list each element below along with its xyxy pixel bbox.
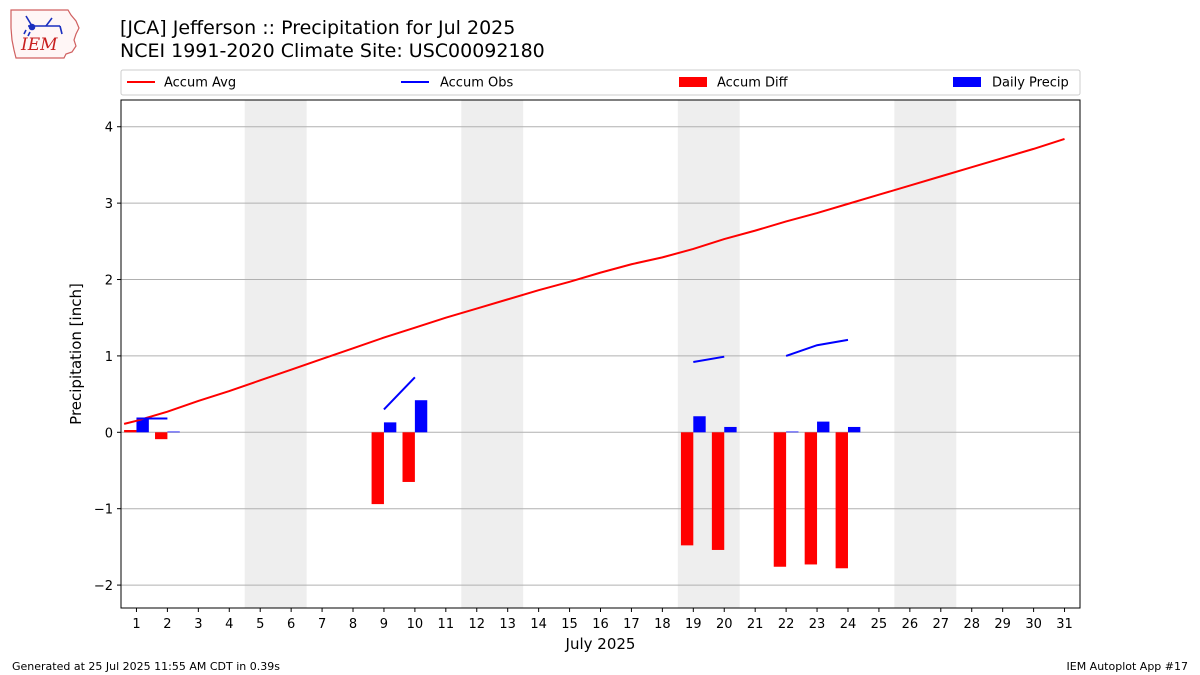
bar-accum-diff xyxy=(371,432,384,505)
x-tick-label: 28 xyxy=(963,617,980,632)
line-series xyxy=(123,138,1065,425)
x-tick-label: 18 xyxy=(654,617,671,632)
generated-timestamp: Generated at 25 Jul 2025 11:55 AM CDT in… xyxy=(12,660,280,673)
bar-accum-diff xyxy=(124,430,137,433)
bar-daily-precip xyxy=(693,416,706,433)
logo-text: IEM xyxy=(20,35,58,55)
legend-label-accum-obs: Accum Obs xyxy=(440,76,513,91)
y-tick-label: 4 xyxy=(105,121,113,136)
bar-daily-precip xyxy=(724,426,737,433)
x-tick-label: 30 xyxy=(1025,617,1042,632)
x-axis-label: July 2025 xyxy=(565,635,636,653)
bar-daily-precip xyxy=(136,418,149,433)
x-tick-label: 8 xyxy=(349,617,357,632)
legend-swatch-daily-precip xyxy=(953,77,981,87)
x-tick-label: 3 xyxy=(194,617,202,632)
x-tick-label: 7 xyxy=(318,617,326,632)
x-tick-label: 21 xyxy=(747,617,764,632)
y-gridlines xyxy=(121,126,1080,586)
x-tick-label: 24 xyxy=(840,617,857,632)
chart-subtitle: NCEI 1991-2020 Climate Site: USC00092180 xyxy=(120,40,545,62)
weekend-band xyxy=(244,100,307,608)
x-tick-label: 17 xyxy=(623,617,640,632)
x-tick-label: 15 xyxy=(561,617,578,632)
weather-station-icon xyxy=(23,15,63,37)
legend-frame xyxy=(120,69,1081,96)
x-tick-label: 16 xyxy=(592,617,609,632)
weekend-band xyxy=(461,100,524,608)
bar-accum-diff xyxy=(804,432,818,565)
y-tick-label: 3 xyxy=(105,197,113,212)
bar-accum-diff xyxy=(711,432,725,550)
legend-swatch-accum-diff xyxy=(679,77,707,87)
x-tick-label: 1 xyxy=(132,617,140,632)
bar-accum-diff xyxy=(155,432,168,440)
y-tick-label: −1 xyxy=(94,503,113,518)
legend-label-accum-diff: Accum Diff xyxy=(717,76,789,91)
x-tick-label: 20 xyxy=(716,617,733,632)
line-accum-obs xyxy=(785,338,849,357)
y-tick-label: 0 xyxy=(105,426,113,441)
x-tick-label: 26 xyxy=(902,617,919,632)
x-tick-label: 4 xyxy=(225,617,233,632)
x-tick-label: 9 xyxy=(380,617,388,632)
y-tick-label: 1 xyxy=(105,350,113,365)
bar-daily-precip xyxy=(383,422,397,433)
legend-label-daily-precip: Daily Precip xyxy=(992,76,1069,91)
y-axis-label: Precipitation [inch] xyxy=(67,283,85,425)
bar-daily-precip xyxy=(414,400,428,433)
iowa-state-outline xyxy=(10,9,80,59)
x-tick-label: 5 xyxy=(256,617,264,632)
bar-accum-diff xyxy=(773,432,787,567)
app-id: IEM Autoplot App #17 xyxy=(1066,660,1189,673)
x-tick-label: 31 xyxy=(1056,617,1073,632)
line-accum-obs xyxy=(383,376,416,411)
bar-daily-precip xyxy=(167,431,180,433)
chart-title: [JCA] Jefferson :: Precipitation for Jul… xyxy=(120,17,516,39)
x-tick-label: 12 xyxy=(468,617,485,632)
weekend-shading xyxy=(244,100,957,608)
x-tick-label: 13 xyxy=(499,617,516,632)
bar-accum-diff xyxy=(835,432,848,569)
x-tick-label: 19 xyxy=(685,617,702,632)
bar-daily-precip xyxy=(847,426,861,433)
x-tick-label: 14 xyxy=(530,617,547,632)
y-tick-label: 2 xyxy=(105,274,113,289)
x-tick-label: 10 xyxy=(407,617,424,632)
bar-series xyxy=(124,400,861,569)
x-tick-label: 29 xyxy=(994,617,1011,632)
line-accum-avg xyxy=(123,138,1065,425)
line-accum-obs xyxy=(693,355,725,364)
iem-logo: IEM xyxy=(10,9,80,59)
x-tick-label: 6 xyxy=(287,617,295,632)
weekend-band xyxy=(894,100,957,608)
legend-label-accum-avg: Accum Avg xyxy=(164,76,236,91)
bar-accum-diff xyxy=(402,432,415,482)
x-tick-label: 23 xyxy=(809,617,826,632)
bar-accum-diff xyxy=(680,432,694,546)
y-tick-label: −2 xyxy=(94,579,113,594)
bar-daily-precip xyxy=(817,421,830,433)
x-tick-label: 27 xyxy=(933,617,950,632)
bar-daily-precip xyxy=(786,431,799,433)
x-tick-label: 2 xyxy=(163,617,171,632)
legend: Accum Avg Accum Obs Accum Diff Daily Pre… xyxy=(120,69,1081,96)
x-tick-label: 25 xyxy=(871,617,888,632)
x-tick-label: 11 xyxy=(438,617,455,632)
x-tick-label: 22 xyxy=(778,617,795,632)
